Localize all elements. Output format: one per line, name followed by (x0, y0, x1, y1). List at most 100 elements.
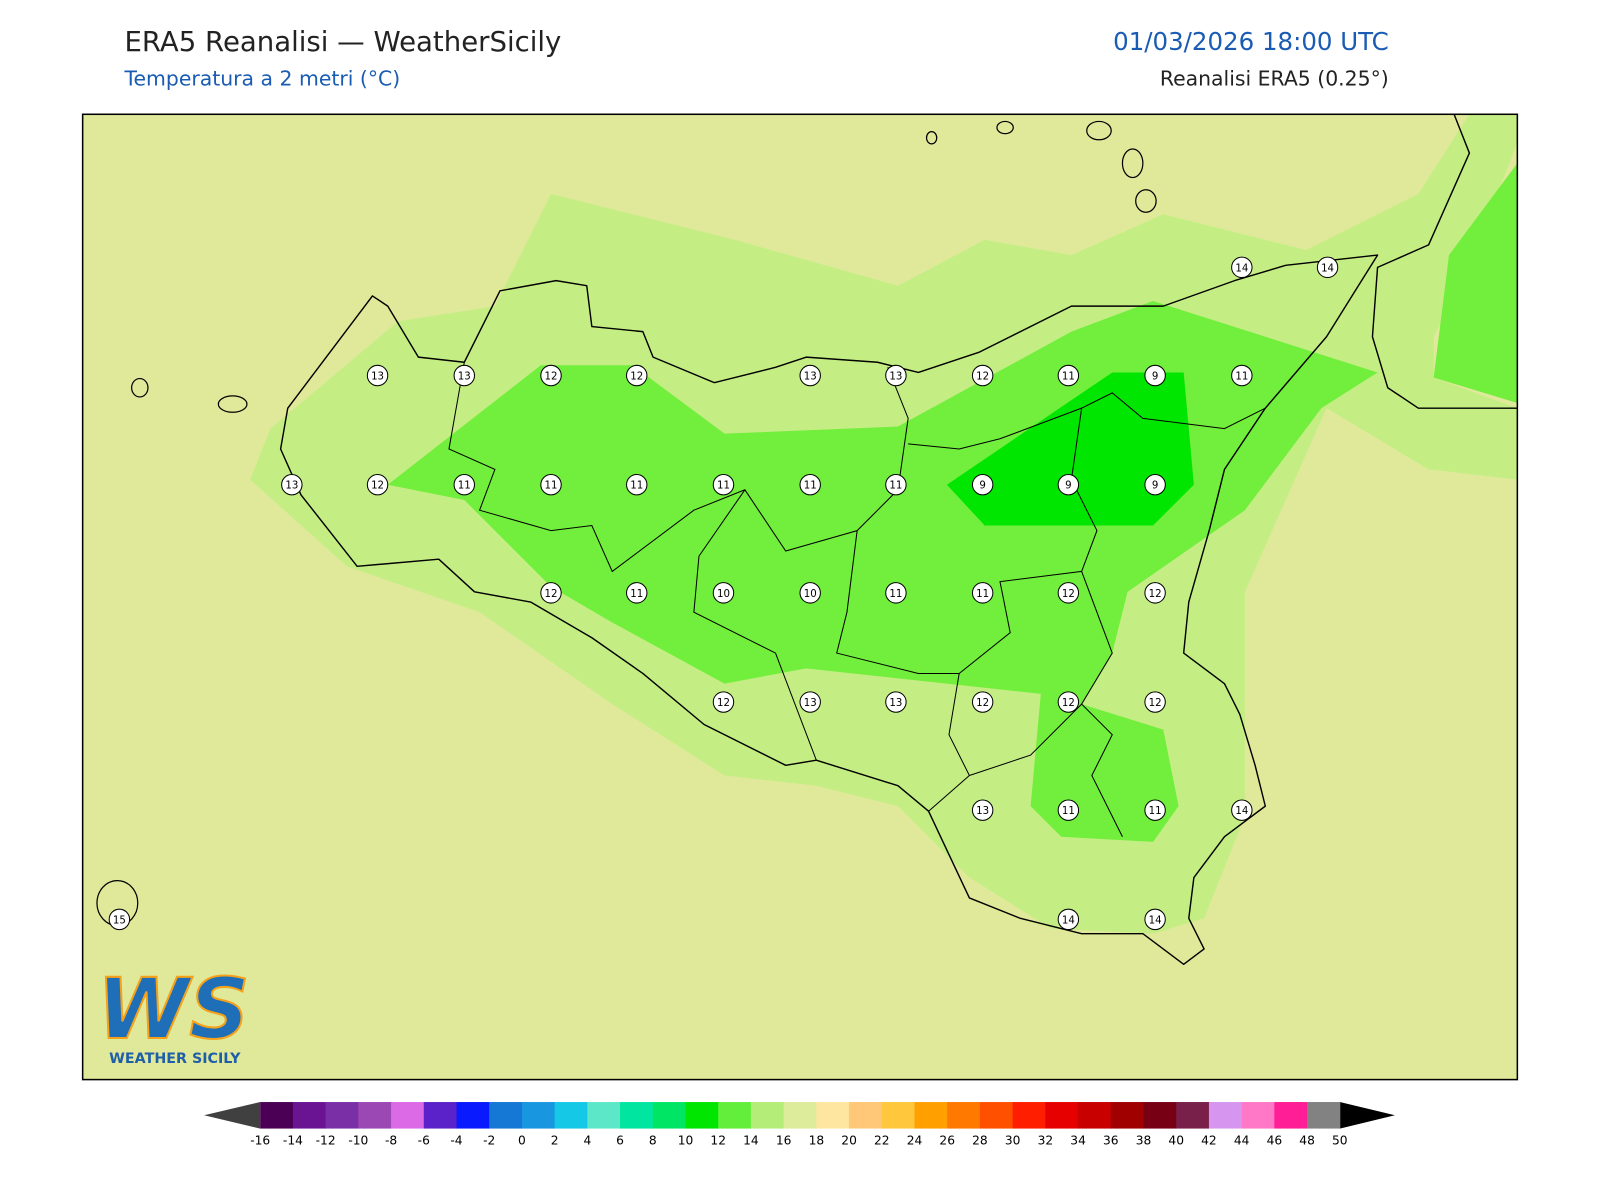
station: 14 (1057, 908, 1080, 931)
coastline (279, 254, 1379, 965)
colorbar-swatch (947, 1102, 981, 1129)
station-marker (453, 364, 475, 387)
station-marker (1057, 691, 1080, 713)
station-marker (1231, 256, 1253, 279)
station-value: 12 (1062, 589, 1075, 600)
station-marker (626, 473, 648, 496)
colorbar-swatch (783, 1102, 817, 1129)
station: 14 (1316, 256, 1339, 279)
colorbar-tick-label: 8 (649, 1133, 657, 1147)
colorbar-under (204, 1102, 261, 1129)
colorbar-tick-label: 32 (1038, 1133, 1054, 1147)
station: 13 (366, 364, 389, 387)
map: 14 14 13 13 12 12 13 13 12 11 9 11 13 12 11 11 11 11 11 11 9… (81, 113, 1519, 1081)
station-value: 13 (804, 698, 817, 709)
colorbar-tick-label: 40 (1168, 1133, 1184, 1147)
station: 12 (540, 364, 562, 387)
station: 12 (1057, 582, 1080, 604)
title: ERA5 Reanalisi — WeatherSicily (124, 26, 561, 58)
colorbar-swatch (391, 1102, 425, 1129)
colorbar-swatch (979, 1102, 1014, 1129)
station: 14 (1231, 799, 1253, 821)
station-marker (712, 582, 735, 604)
colorbar-swatch (456, 1102, 490, 1129)
colorbar-swatch (750, 1102, 785, 1129)
colorbar-tick-label: 30 (1005, 1133, 1021, 1147)
station-marker (885, 691, 907, 713)
station-marker (1057, 364, 1080, 387)
colorbar-swatch (1241, 1102, 1275, 1129)
station: 11 (885, 473, 907, 496)
station: 12 (366, 473, 389, 496)
station-marker (1057, 582, 1080, 604)
colorbar-tick-label: -12 (316, 1133, 336, 1147)
station: 11 (1057, 799, 1080, 821)
station: 11 (885, 582, 907, 604)
colorbar-tick-label: 0 (518, 1133, 526, 1147)
station: 11 (712, 473, 735, 496)
colorbar-tick-label: -14 (283, 1133, 303, 1147)
station-marker (366, 364, 389, 387)
colorbar-tick-label: 44 (1234, 1133, 1250, 1147)
colorbar-tick-label: -10 (348, 1133, 368, 1147)
colorbar-tick-label: 34 (1070, 1133, 1086, 1147)
station-value: 14 (1235, 806, 1248, 817)
station-value: 11 (1235, 372, 1248, 383)
station: 11 (626, 473, 648, 496)
station-marker (1144, 908, 1166, 931)
station-marker (712, 691, 735, 713)
station: 11 (540, 473, 562, 496)
colorbar-swatch (849, 1102, 883, 1129)
station-marker (281, 473, 303, 496)
station-value: 13 (804, 372, 817, 383)
coastline-calabria (1371, 114, 1518, 409)
colorbar-tick-label: 46 (1267, 1133, 1283, 1147)
station-value: 13 (285, 481, 298, 492)
colorbar-swatch (685, 1102, 719, 1129)
station: 13 (971, 799, 994, 821)
colorbar-tick-label: 22 (874, 1133, 890, 1147)
station-marker (1144, 364, 1166, 387)
station-value: 12 (630, 372, 643, 383)
logo-mark: WS (97, 960, 250, 1058)
station-value: 9 (1152, 372, 1158, 383)
station: 12 (1144, 691, 1166, 713)
colorbar-tick-label: 42 (1201, 1133, 1217, 1147)
station-marker (799, 473, 821, 496)
station-value: 14 (1062, 915, 1075, 926)
colorbar-swatch (1208, 1102, 1243, 1129)
station: 10 (799, 582, 821, 604)
station-value: 11 (889, 589, 902, 600)
colorbar-tick-label: 24 (907, 1133, 923, 1147)
station-marker (971, 473, 994, 496)
colorbar-tick-label: 50 (1332, 1133, 1348, 1147)
station-value: 12 (371, 481, 384, 492)
colorbar-tick-label: 16 (776, 1133, 792, 1147)
station-marker (799, 582, 821, 604)
station-value: 12 (1149, 589, 1162, 600)
station: 11 (626, 582, 648, 604)
station: 12 (712, 691, 735, 713)
station-value: 12 (1062, 698, 1075, 709)
station: 13 (799, 364, 821, 387)
colorbar-tick-label: 14 (743, 1133, 759, 1147)
station: 11 (1144, 799, 1166, 821)
station: 12 (540, 582, 562, 604)
station-value: 15 (113, 915, 126, 926)
station-marker (971, 364, 994, 387)
station: 10 (712, 582, 735, 604)
colorbar-tick-label: -4 (450, 1133, 462, 1147)
station: 9 (1057, 473, 1080, 496)
station-marker (626, 364, 648, 387)
station-marker (540, 473, 562, 496)
station: 13 (453, 364, 475, 387)
station-marker (971, 582, 994, 604)
station: 12 (971, 364, 994, 387)
stations: 14 14 13 13 12 12 13 13 12 11 9 11 13 12 11 11 11 11 11 11 9… (108, 256, 1339, 931)
colorbar-swatch (718, 1102, 752, 1129)
station: 12 (626, 364, 648, 387)
colorbar-swatch (1078, 1102, 1112, 1129)
colorbar-swatch (521, 1102, 556, 1129)
colorbar-tick-label: -6 (418, 1133, 430, 1147)
